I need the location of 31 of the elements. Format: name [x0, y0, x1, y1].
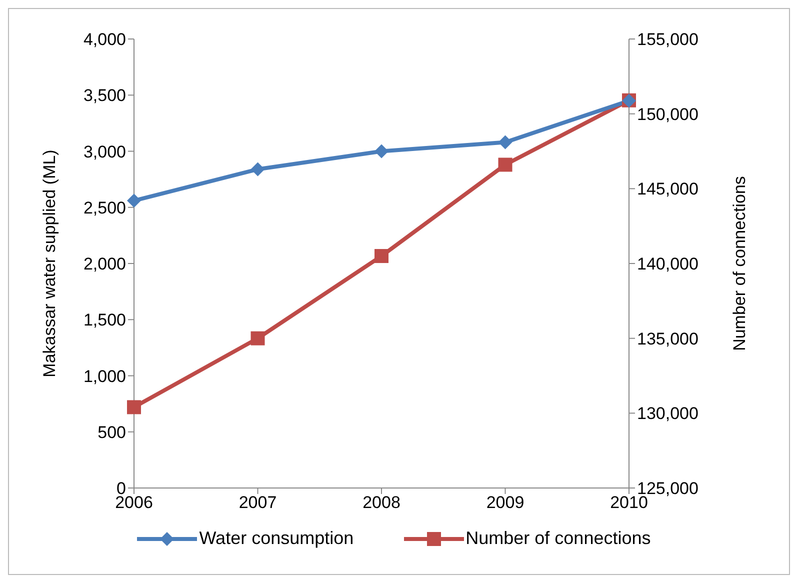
point [374, 144, 388, 158]
y2-tick-label: 150,000 [637, 104, 698, 124]
y2-tick-label: 130,000 [637, 404, 698, 424]
y2-axis-title: Number of connections [730, 176, 750, 351]
y-tick-label: 2,500 [83, 198, 126, 218]
point [498, 135, 512, 150]
y-tick-label: 1,500 [83, 310, 126, 330]
point [127, 194, 141, 208]
point [250, 162, 265, 176]
y-tick-label: 500 [98, 422, 126, 442]
y-tick-label: 2,000 [83, 254, 126, 274]
x-tick-label: 2008 [362, 493, 400, 512]
y-tick-label: 3,000 [83, 142, 126, 162]
legend-label: Water consumption [198, 528, 354, 549]
point [374, 249, 388, 264]
y-tick-label: 3,500 [83, 86, 126, 106]
y2-tick-label: 145,000 [637, 180, 698, 199]
legend-label: Number of connections [464, 528, 651, 549]
y2-tick-label: 140,000 [637, 254, 698, 274]
y-axis-title: Makassar water supplied (ML) [40, 150, 60, 378]
x-tick-label: 2009 [486, 493, 524, 512]
x-tick-label: 2007 [238, 493, 277, 512]
x-tick-label: 2006 [115, 493, 153, 512]
point [498, 158, 512, 172]
point [250, 331, 265, 346]
x-tick-label: 2010 [610, 493, 648, 512]
y-tick-label: 1,000 [83, 366, 126, 386]
y-tick-label: 4,000 [83, 30, 126, 50]
point [127, 400, 141, 414]
y2-tick-label: 155,000 [637, 30, 698, 50]
y2-tick-label: 135,000 [637, 329, 698, 348]
